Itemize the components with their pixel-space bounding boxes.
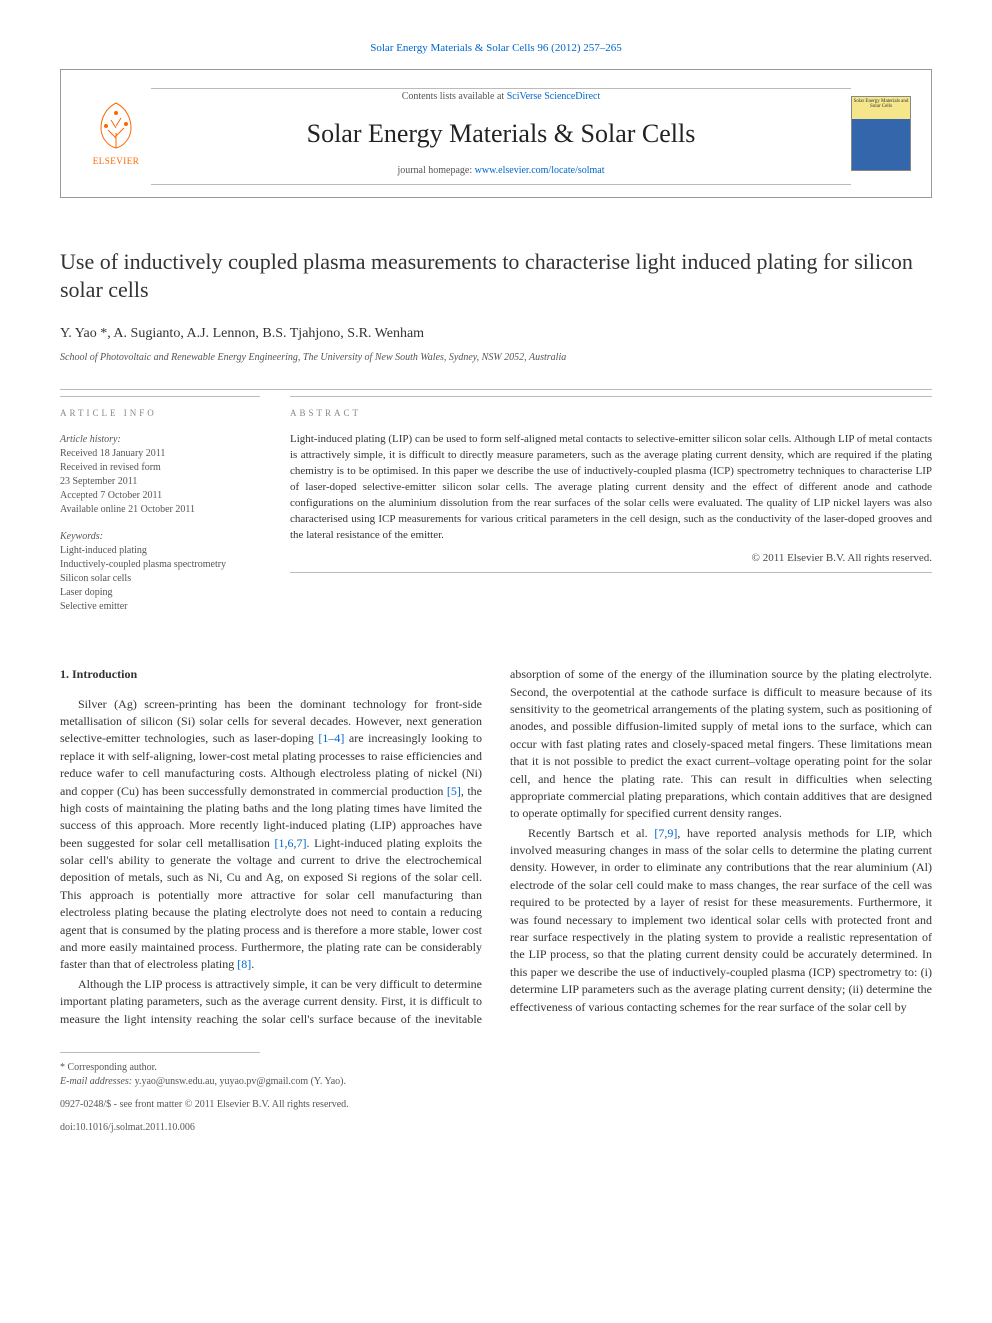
keywords-block: Keywords: Light-induced plating Inductiv… <box>60 529 260 614</box>
journal-header-box: ELSEVIER Contents lists available at Sci… <box>60 69 932 198</box>
ref-link-1-6-7[interactable]: [1,6,7] <box>274 836 306 850</box>
elsevier-logo: ELSEVIER <box>81 93 151 173</box>
elsevier-label: ELSEVIER <box>93 155 140 169</box>
abstract-copyright: © 2011 Elsevier B.V. All rights reserved… <box>290 550 932 567</box>
abstract-divider <box>290 572 932 573</box>
ref-link-8[interactable]: [8] <box>237 957 251 971</box>
p1-e: . <box>251 957 254 971</box>
corr-label: * Corresponding author. <box>60 1061 932 1075</box>
journal-cover-thumbnail: Solar Energy Materials and Solar Cells <box>851 96 911 171</box>
header-center: Contents lists available at SciVerse Sci… <box>151 82 851 185</box>
abstract-column: ABSTRACT Light-induced plating (LIP) can… <box>290 396 932 627</box>
issn-line: 0927-0248/$ - see front matter © 2011 El… <box>60 1097 932 1112</box>
history-block: Article history: Received 18 January 201… <box>60 432 260 517</box>
contents-line: Contents lists available at SciVerse Sci… <box>151 89 851 104</box>
keywords-label: Keywords: <box>60 529 260 544</box>
contents-prefix: Contents lists available at <box>402 91 507 102</box>
section-heading-intro: 1. Introduction <box>60 666 482 683</box>
history-text: Received 18 January 2011 Received in rev… <box>60 447 260 517</box>
footnote-separator <box>60 1052 260 1061</box>
homepage-link[interactable]: www.elsevier.com/locate/solmat <box>475 165 605 176</box>
abstract-heading: ABSTRACT <box>290 407 932 421</box>
journal-citation-link[interactable]: Solar Energy Materials & Solar Cells 96 … <box>60 40 932 57</box>
p3-b: , have reported analysis methods for LIP… <box>510 826 932 1014</box>
email-addresses: y.yao@unsw.edu.au, yuyao.pv@gmail.com (Y… <box>132 1076 346 1087</box>
history-label: Article history: <box>60 432 260 447</box>
ref-link-5[interactable]: [5] <box>447 784 461 798</box>
p1-d: . Light-induced plating exploits the sol… <box>60 836 482 972</box>
article-info-column: ARTICLE INFO Article history: Received 1… <box>60 396 260 627</box>
body-columns: 1. Introduction Silver (Ag) screen-print… <box>60 666 932 1028</box>
doi-line: doi:10.1016/j.solmat.2011.10.006 <box>60 1120 932 1135</box>
ref-link-1-4[interactable]: [1–4] <box>318 731 344 745</box>
body-paragraph-3: Recently Bartsch et al. [7,9], have repo… <box>510 825 932 1016</box>
elsevier-tree-icon <box>86 98 146 153</box>
authors-list: Y. Yao *, A. Sugianto, A.J. Lennon, B.S.… <box>60 323 932 344</box>
affiliation: School of Photovoltaic and Renewable Ene… <box>60 350 932 365</box>
homepage-line: journal homepage: www.elsevier.com/locat… <box>151 163 851 178</box>
p3-a: Recently Bartsch et al. <box>528 826 654 840</box>
sciverse-link[interactable]: SciVerse ScienceDirect <box>507 91 601 102</box>
body-paragraph-1: Silver (Ag) screen-printing has been the… <box>60 696 482 974</box>
article-info-heading: ARTICLE INFO <box>60 407 260 421</box>
corresponding-author-footnote: * Corresponding author. E-mail addresses… <box>60 1061 932 1089</box>
ref-link-7-9[interactable]: [7,9] <box>654 826 677 840</box>
info-abstract-row: ARTICLE INFO Article history: Received 1… <box>60 389 932 627</box>
cover-thumb-text: Solar Energy Materials and Solar Cells <box>852 97 910 110</box>
journal-name: Solar Energy Materials & Solar Cells <box>151 114 851 153</box>
header-divider-bottom <box>151 184 851 185</box>
article-title: Use of inductively coupled plasma measur… <box>60 248 932 305</box>
email-label: E-mail addresses: <box>60 1076 132 1087</box>
keywords-text: Light-induced plating Inductively-couple… <box>60 544 260 614</box>
abstract-text: Light-induced plating (LIP) can be used … <box>290 432 932 544</box>
homepage-prefix: journal homepage: <box>397 165 474 176</box>
